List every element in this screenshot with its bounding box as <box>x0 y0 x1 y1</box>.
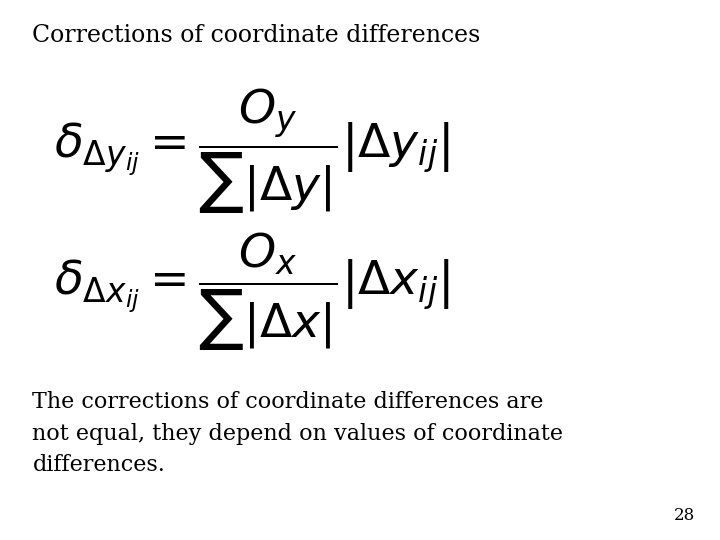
Text: 28: 28 <box>673 507 695 524</box>
Text: Corrections of coordinate differences: Corrections of coordinate differences <box>32 24 481 48</box>
Text: The corrections of coordinate differences are
not equal, they depend on values o: The corrections of coordinate difference… <box>32 392 563 476</box>
Text: $\delta_{\Delta y_{ij}} = \dfrac{O_y}{\sum|\Delta y|} \left|\Delta y_{ij}\right|: $\delta_{\Delta y_{ij}} = \dfrac{O_y}{\s… <box>54 86 450 216</box>
Text: $\delta_{\Delta x_{ij}} = \dfrac{O_x}{\sum|\Delta x|} \left|\Delta x_{ij}\right|: $\delta_{\Delta x_{ij}} = \dfrac{O_x}{\s… <box>54 231 450 353</box>
